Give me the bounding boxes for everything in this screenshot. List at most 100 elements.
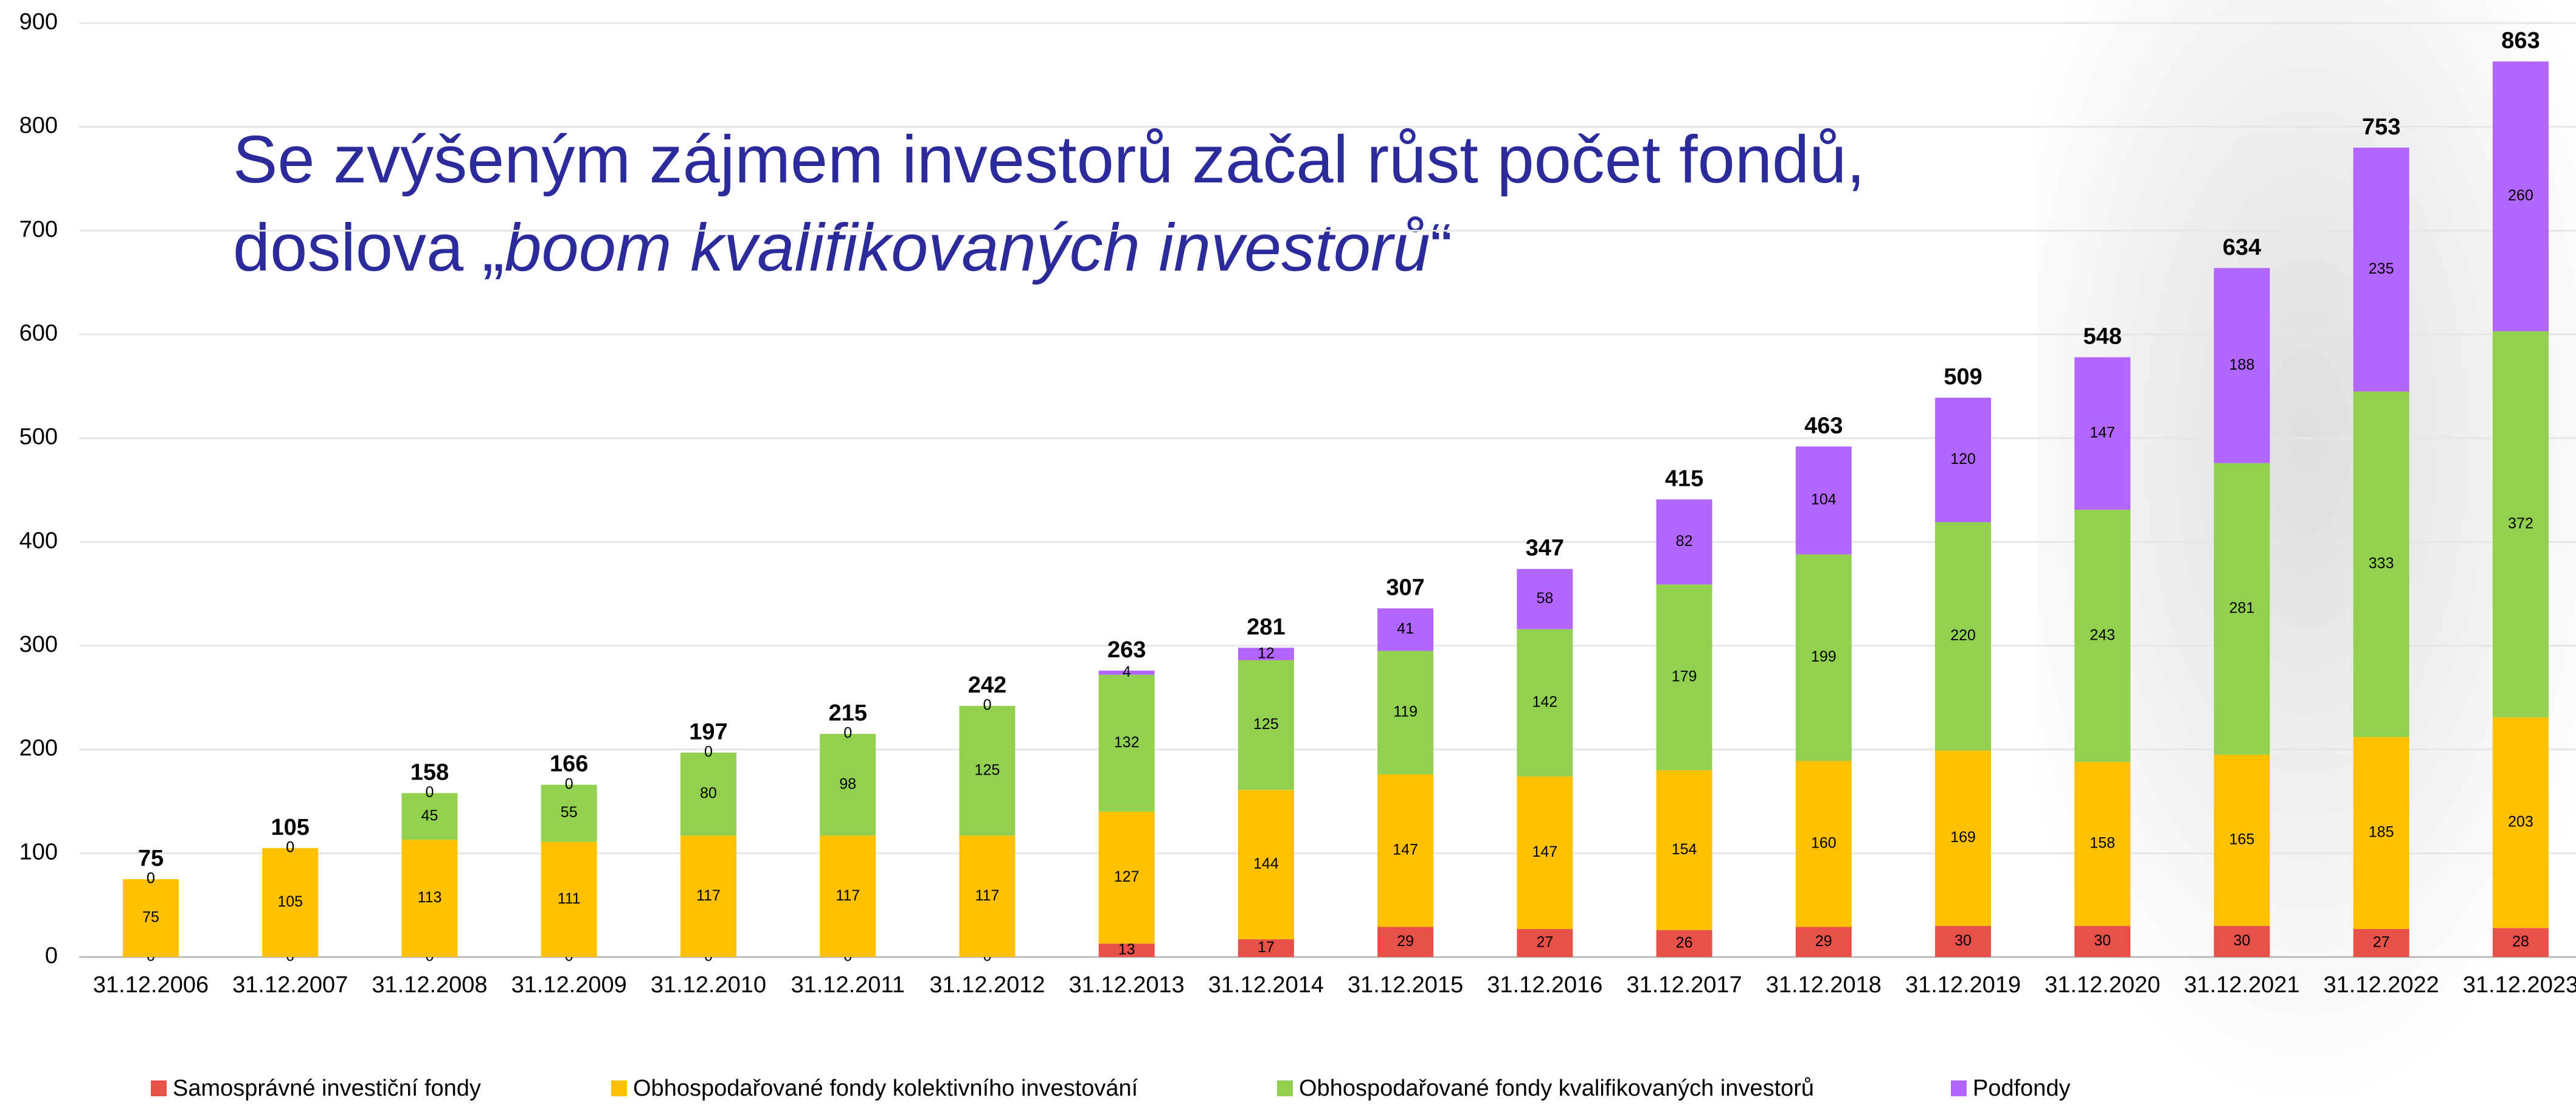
value-label: 17 <box>1258 939 1275 956</box>
value-label: 0 <box>565 775 573 792</box>
x-tick-label: 31.12.2011 <box>791 972 904 998</box>
x-tick-label: 31.12.2007 <box>232 972 348 998</box>
total-label: 166 <box>550 752 588 777</box>
value-label: 12 <box>1258 645 1275 662</box>
value-label: 117 <box>975 887 999 904</box>
value-label: 55 <box>561 804 578 821</box>
total-label: 863 <box>2501 28 2540 54</box>
value-label: 199 <box>1811 648 1837 665</box>
bar-segment <box>1656 584 1712 770</box>
y-tick-label: 300 <box>19 632 58 657</box>
bar-segment <box>1935 925 1992 957</box>
legend-swatch <box>1277 1080 1293 1096</box>
bar-segment <box>2074 357 2131 510</box>
value-label: 105 <box>277 893 303 910</box>
value-label: 41 <box>1397 620 1414 637</box>
value-label: 29 <box>1397 933 1414 950</box>
legend-swatch <box>1951 1080 1967 1096</box>
bar-segment <box>1238 660 1294 790</box>
value-label: 104 <box>1811 491 1837 508</box>
bar-segment <box>959 835 1016 957</box>
bar-segment <box>2353 147 2409 392</box>
bar-segment <box>1377 927 1434 957</box>
legend-label: Obhospodařované fondy kvalifikovaných in… <box>1299 1076 1814 1101</box>
bar-segment <box>541 784 597 842</box>
bar-segment <box>1795 761 1852 927</box>
x-tick-label: 31.12.2014 <box>1208 972 1324 998</box>
total-label: 347 <box>1526 536 1564 561</box>
chart-title: doslova „boom kvalifikovaných investorů“ <box>233 210 1452 285</box>
value-label: 158 <box>2090 835 2115 852</box>
total-label: 548 <box>2083 324 2122 350</box>
bar-segment <box>1935 750 1992 926</box>
value-label: 142 <box>1532 693 1557 710</box>
bar-segment <box>2353 928 2409 957</box>
x-tick-label: 31.12.2021 <box>2184 972 2299 998</box>
bar-segment <box>1656 770 1712 930</box>
total-label: 75 <box>138 846 164 871</box>
value-label: 120 <box>1950 451 1976 468</box>
x-tick-label: 31.12.2017 <box>1626 972 1742 998</box>
bar-segment <box>1517 629 1573 777</box>
bar-segment <box>959 705 1016 836</box>
bar-segment <box>262 848 319 957</box>
x-tick-label: 31.12.2018 <box>1766 972 1882 998</box>
value-label: 160 <box>1811 835 1837 852</box>
y-tick-label: 900 <box>19 9 58 35</box>
value-label: 260 <box>2508 187 2533 204</box>
value-label: 203 <box>2508 814 2533 831</box>
bar-segment <box>2074 762 2131 926</box>
bar-segment <box>1098 943 1155 957</box>
bar-segment <box>1656 499 1712 585</box>
x-tick-label: 31.12.2013 <box>1069 972 1185 998</box>
legend-swatch <box>151 1080 167 1096</box>
value-label: 147 <box>1393 842 1418 859</box>
x-tick-label: 31.12.2006 <box>93 972 209 998</box>
bar-segment <box>541 842 597 957</box>
x-tick-label: 31.12.2016 <box>1487 972 1602 998</box>
legend-label: Obhospodařované fondy kolektivního inves… <box>633 1076 1138 1101</box>
value-label: 82 <box>1676 533 1693 550</box>
value-label: 30 <box>2234 932 2251 949</box>
x-tick-label: 31.12.2022 <box>2324 972 2439 998</box>
x-tick-label: 31.12.2019 <box>1905 972 2021 998</box>
x-tick-label: 31.12.2015 <box>1348 972 1463 998</box>
value-label: 27 <box>2373 934 2390 951</box>
value-label: 147 <box>2090 424 2115 441</box>
value-label: 45 <box>421 807 438 824</box>
value-label: 147 <box>1532 843 1557 860</box>
y-tick-label: 100 <box>19 839 58 865</box>
total-label: 463 <box>1804 413 1843 438</box>
total-label: 263 <box>1107 637 1146 663</box>
title-part: boom kvalifikovaných investorů <box>504 210 1430 285</box>
value-label: 372 <box>2508 515 2533 532</box>
bar-segment <box>1238 939 1294 957</box>
x-tick-label: 31.12.2008 <box>372 972 487 998</box>
bar-segment <box>2353 391 2409 738</box>
bar-segment <box>401 840 458 957</box>
y-tick-label: 800 <box>19 113 58 139</box>
bar-segment <box>1098 670 1155 675</box>
bar-segment <box>1795 446 1852 555</box>
value-label: 125 <box>975 761 1000 778</box>
total-label: 753 <box>2362 114 2400 140</box>
value-label: 127 <box>1114 868 1140 885</box>
bar-segment <box>1377 608 1434 651</box>
value-label: 144 <box>1253 855 1279 873</box>
value-label: 235 <box>2369 260 2394 277</box>
total-label: 158 <box>410 759 449 785</box>
value-label: 154 <box>1672 841 1697 858</box>
bar-segment <box>2074 510 2131 762</box>
value-label: 0 <box>147 870 155 887</box>
value-label: 0 <box>983 697 991 714</box>
bar-segment <box>1795 554 1852 761</box>
total-label: 634 <box>2223 235 2261 260</box>
x-tick-label: 31.12.2010 <box>651 972 766 998</box>
x-tick-label: 31.12.2020 <box>2045 972 2160 998</box>
value-label: 185 <box>2369 824 2394 841</box>
total-label: 415 <box>1665 466 1703 491</box>
title-part: doslova „ <box>233 210 504 285</box>
y-tick-label: 0 <box>45 943 58 969</box>
total-label: 215 <box>828 700 867 726</box>
